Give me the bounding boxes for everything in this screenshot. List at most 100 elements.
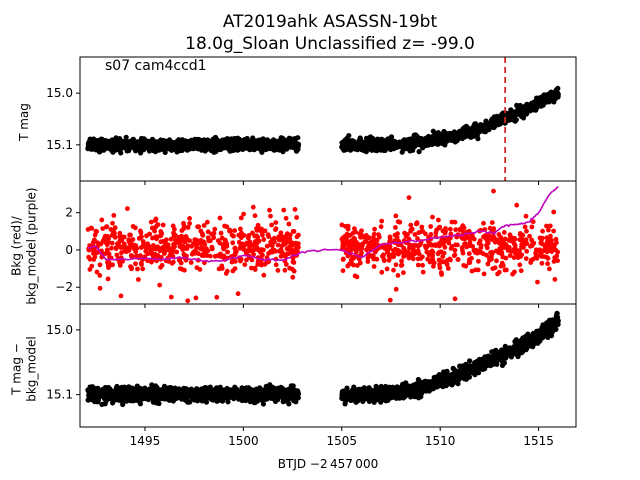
bkg-point (413, 243, 419, 248)
bkg-point (498, 239, 504, 245)
bkg-point (150, 225, 156, 231)
bkg-point (126, 237, 132, 243)
bkg-point (492, 265, 498, 271)
chart-title-line1: AT2019ahk ASASSN-19bt (223, 12, 438, 32)
bkg-point (462, 236, 468, 242)
bkg-point (441, 250, 447, 256)
data-point (188, 386, 194, 392)
bkg-point (205, 248, 211, 254)
y-tick-label: 2 (65, 206, 73, 220)
bkg-point (416, 230, 422, 236)
bkg-point (452, 296, 458, 302)
bkg-point (115, 241, 120, 247)
bkg-point (180, 243, 186, 249)
bkg-point (287, 239, 293, 245)
bkg-point (545, 261, 550, 267)
bkg-point (182, 239, 188, 245)
bkg-point (420, 269, 426, 275)
bkg-point (267, 207, 272, 213)
bkg-point (481, 220, 486, 226)
bkg-point (507, 232, 513, 238)
bkg-point (542, 245, 548, 251)
bkg-point (260, 232, 265, 238)
bkg-point (97, 262, 103, 268)
bkg-point (241, 247, 247, 252)
bkg-point (387, 297, 393, 303)
bkg-point (401, 245, 407, 251)
data-point (513, 117, 519, 123)
bkg-point (407, 245, 412, 251)
bkg-point (373, 249, 378, 255)
bkg-point (163, 247, 169, 253)
bkg-point (530, 257, 536, 262)
bkg-point (381, 257, 387, 263)
y-tick-label: −2 (55, 280, 73, 294)
bkg-point (517, 262, 523, 268)
bkg-point (273, 220, 279, 226)
data-point (444, 368, 450, 374)
bkg-point (261, 237, 267, 242)
bkg-point (416, 251, 422, 257)
bkg-point (104, 224, 109, 230)
bkg-point (533, 250, 538, 256)
bkg-point (86, 254, 92, 260)
bkg-point (137, 235, 143, 241)
bkg-point (489, 220, 495, 226)
bkg-point (470, 244, 476, 249)
bkg-point (524, 248, 530, 254)
bkg-point (357, 260, 363, 266)
bkg-point (258, 249, 263, 255)
bkg-point (111, 213, 117, 218)
bkg-point (259, 226, 264, 232)
bkg-point (136, 277, 141, 282)
bkg-point (345, 226, 351, 232)
bkg-point (139, 262, 144, 267)
data-point (501, 360, 507, 366)
bkg-point (124, 249, 130, 254)
bkg-point (395, 247, 401, 253)
bkg-point (545, 255, 551, 261)
bkg-point (252, 213, 258, 219)
bkg-point (296, 232, 301, 238)
bkg-point (179, 228, 185, 234)
bkg-point (376, 234, 382, 240)
bkg-point (192, 237, 198, 243)
bkg-point (487, 225, 493, 231)
bkg-point (426, 250, 432, 256)
bkg-point (128, 232, 133, 238)
bkg-point (494, 258, 499, 264)
bkg-point (290, 274, 296, 280)
bkg-point (357, 231, 362, 237)
bkg-point (476, 240, 482, 246)
bkg-point (232, 266, 238, 271)
bkg-point (158, 233, 164, 238)
bkg-point (287, 265, 293, 271)
bkg-point (92, 232, 98, 238)
bkg-point (403, 234, 409, 239)
bkg-point (286, 221, 292, 227)
bkg-point (514, 202, 520, 208)
bkg-point (339, 222, 345, 228)
bkg-point (391, 267, 396, 273)
bkg-point (372, 226, 377, 232)
bkg-point (170, 223, 176, 229)
bkg-point (517, 248, 522, 254)
bkg-point (461, 263, 467, 268)
bkg-point (111, 231, 117, 237)
bkg-point (452, 219, 458, 225)
bkg-point (414, 220, 420, 226)
bkg-point (105, 276, 111, 282)
bkg-point (352, 226, 357, 232)
bkg-point (518, 254, 523, 259)
data-point (455, 381, 461, 387)
bkg-point (364, 247, 369, 253)
bkg-point (278, 230, 284, 236)
bkg-point (460, 250, 466, 256)
bkg-point (522, 224, 528, 230)
bkg-point (540, 228, 545, 234)
bkg-point (340, 257, 346, 262)
bkg-point (251, 247, 257, 253)
data-point (137, 401, 143, 407)
bkg-point (527, 233, 532, 239)
